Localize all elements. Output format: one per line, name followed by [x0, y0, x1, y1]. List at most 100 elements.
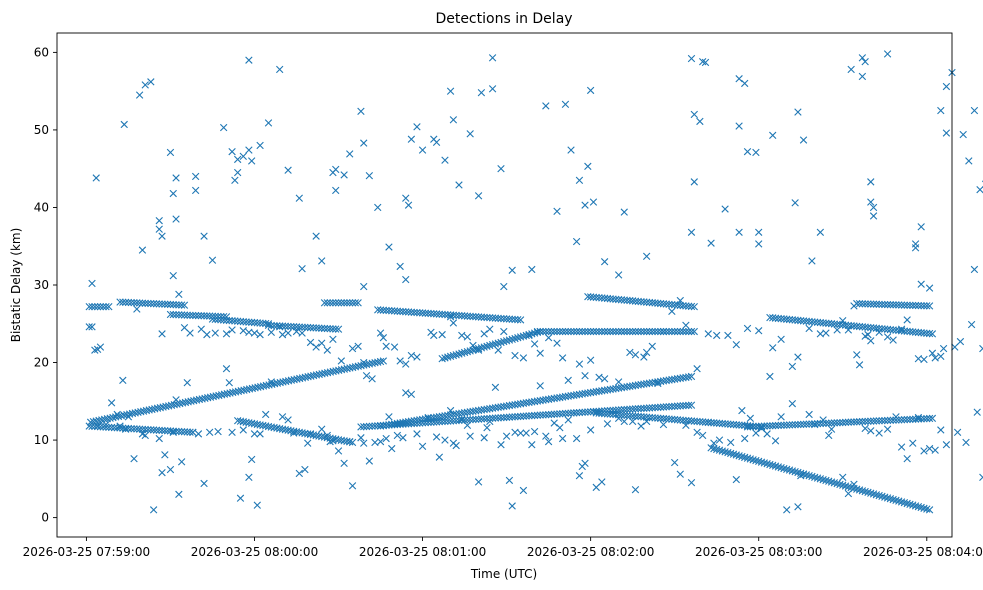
detection-marker [746, 423, 754, 431]
detection-marker [867, 198, 875, 206]
detection-marker [469, 415, 477, 424]
detection-marker [917, 503, 925, 512]
detection-marker [256, 382, 265, 391]
detection-marker [233, 168, 242, 177]
detection-marker [900, 301, 909, 309]
detection-marker [732, 341, 740, 349]
detection-marker [290, 323, 298, 331]
detection-marker [296, 374, 304, 383]
detection-marker [923, 505, 931, 513]
detection-marker [259, 382, 268, 390]
detection-marker [452, 351, 460, 359]
detection-marker [365, 360, 374, 368]
detection-marker [155, 434, 163, 443]
detection-marker [808, 420, 816, 428]
detection-marker [909, 415, 917, 423]
detection-marker [640, 353, 648, 361]
detection-marker [228, 428, 236, 437]
detection-marker [785, 421, 794, 429]
detection-marker [923, 414, 931, 423]
detection-marker [909, 501, 917, 509]
detection-marker [721, 448, 729, 456]
detection-marker [670, 327, 679, 336]
detection-marker [707, 444, 715, 452]
detection-marker [665, 402, 673, 411]
detection-marker [867, 337, 875, 345]
detection-marker [586, 426, 595, 434]
detection-marker [589, 198, 598, 206]
detection-marker [656, 327, 665, 336]
detection-marker [612, 327, 620, 336]
detection-marker [245, 146, 253, 154]
detection-marker [861, 424, 869, 433]
detection-marker [500, 282, 508, 291]
detection-marker [715, 446, 724, 454]
detection-marker [858, 417, 867, 426]
detection-marker [385, 243, 393, 251]
detection-marker [360, 282, 368, 291]
detection-marker [379, 306, 388, 314]
detection-marker [413, 353, 421, 361]
detection-marker [763, 430, 771, 438]
detection-marker [586, 327, 595, 336]
detection-marker [556, 327, 564, 336]
detection-marker [853, 485, 861, 493]
detection-marker [783, 465, 791, 473]
detection-marker [172, 301, 180, 309]
detection-marker [914, 415, 923, 423]
detection-marker [497, 414, 505, 422]
detection-marker [645, 404, 654, 412]
detection-marker [909, 301, 917, 310]
detection-marker [819, 419, 827, 428]
x-tick-label: 2026-03-25 08:03:00 [695, 545, 822, 559]
detection-marker [240, 386, 248, 394]
detection-marker [654, 327, 662, 336]
detection-marker [229, 388, 237, 397]
detection-marker [550, 327, 558, 336]
detection-marker [312, 232, 320, 240]
detection-marker [542, 432, 550, 440]
detection-marker [743, 324, 752, 333]
detection-marker [925, 329, 934, 338]
detection-marker [514, 316, 522, 324]
detection-marker [247, 157, 256, 165]
detection-marker [253, 501, 261, 509]
detection-marker [642, 348, 651, 357]
detection-marker [402, 194, 410, 202]
detection-marker [379, 334, 388, 342]
detection-marker [407, 351, 416, 360]
detection-marker [315, 432, 323, 440]
detection-marker [393, 307, 402, 315]
detection-marker [474, 478, 483, 486]
detection-marker [757, 458, 766, 466]
detection-marker [376, 306, 385, 314]
detection-marker [516, 333, 525, 341]
detection-marker [340, 459, 348, 468]
detection-marker [251, 384, 259, 392]
detection-marker [906, 301, 914, 309]
detection-marker [120, 120, 128, 129]
detection-marker [553, 410, 561, 418]
detection-marker [839, 473, 847, 481]
detection-marker [180, 323, 189, 332]
detection-marker [788, 421, 797, 429]
detection-marker [151, 405, 159, 413]
detection-marker [514, 334, 522, 342]
detection-marker [970, 106, 979, 115]
detection-marker [346, 299, 354, 307]
detection-marker [743, 147, 752, 156]
detection-marker [586, 86, 595, 95]
detection-marker [788, 399, 797, 408]
detection-marker [942, 441, 951, 449]
detection-marker [895, 497, 903, 505]
detection-marker [214, 427, 222, 436]
detection-marker [791, 199, 799, 207]
detection-marker [755, 240, 763, 248]
detection-marker [805, 471, 813, 480]
detection-marker [175, 490, 183, 499]
detection-marker [348, 438, 357, 447]
detection-marker [850, 480, 858, 488]
detection-marker [441, 156, 449, 164]
detection-marker [536, 411, 544, 419]
detection-marker [172, 215, 180, 223]
